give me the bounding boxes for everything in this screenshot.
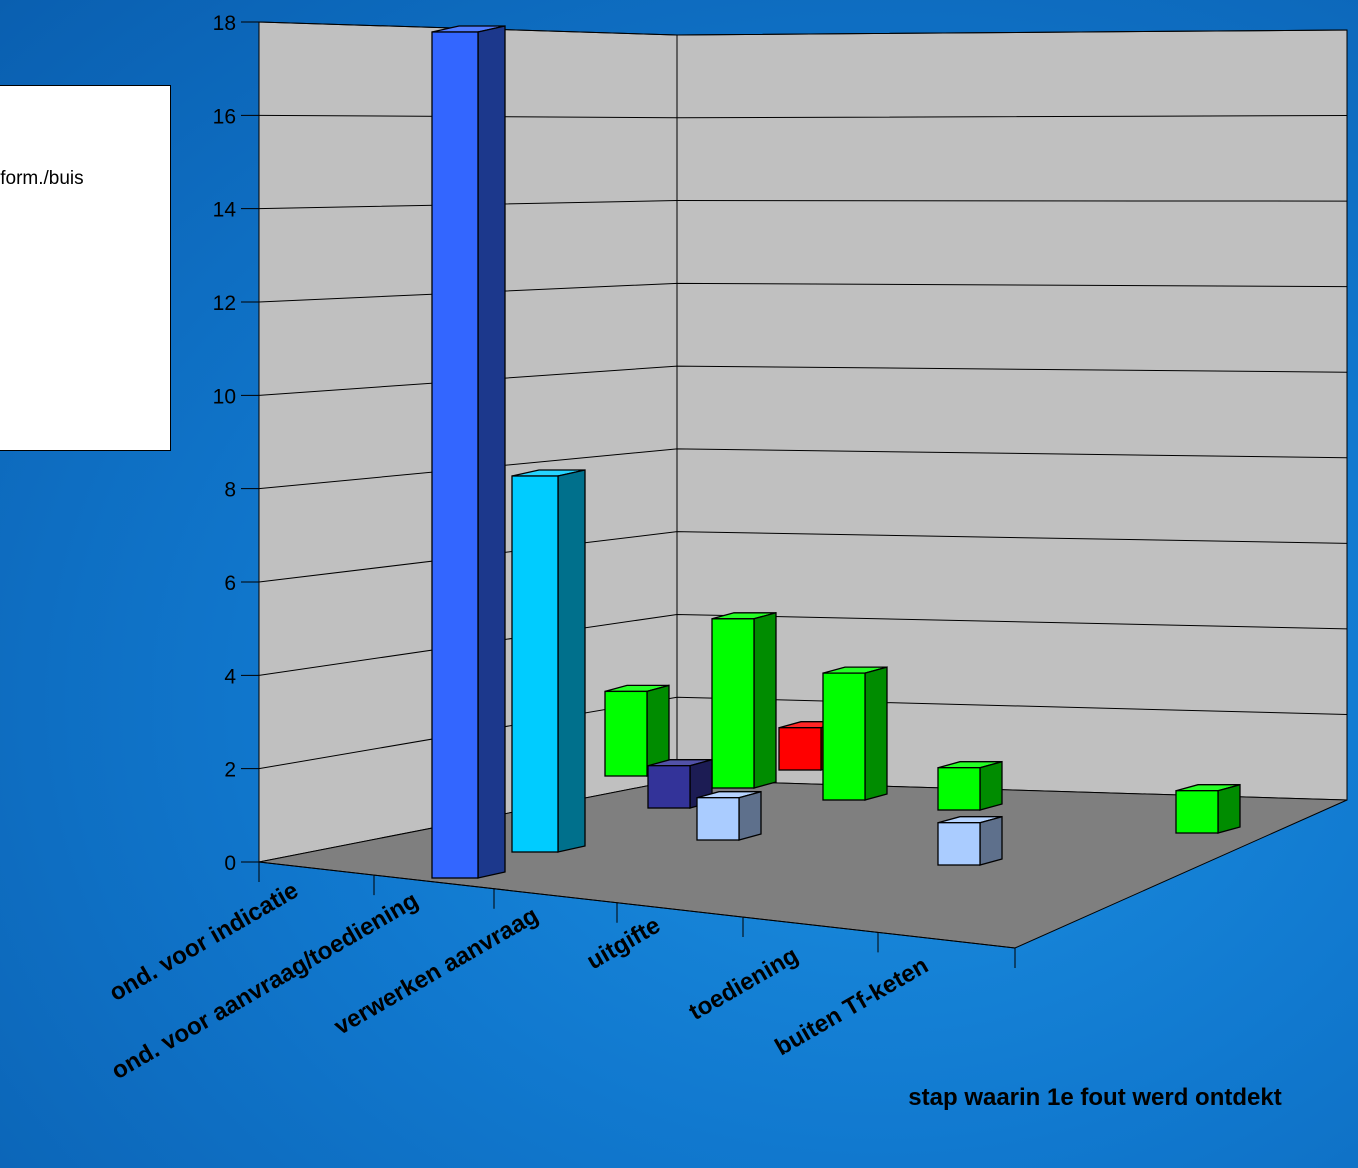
bar-front: [431, 31, 479, 879]
chart-legend: indicatie aanvraagform./buis: [0, 85, 171, 451]
bar-side: [864, 666, 888, 801]
gridline: [258, 21, 1348, 36]
legend-item: aanvraagform./buis: [0, 168, 84, 189]
y-tick-label: 2: [224, 759, 236, 782]
bar-front: [604, 690, 648, 777]
y-tick-label: 0: [224, 852, 236, 875]
bar-side: [557, 469, 586, 853]
bar: [431, 25, 506, 879]
bar-front: [711, 618, 755, 789]
y-tick-label: 4: [224, 665, 236, 688]
x-axis-line: [258, 861, 1016, 949]
bar: [822, 666, 888, 801]
y-tick-label: 6: [224, 572, 236, 595]
gridline: [258, 531, 1348, 583]
bar: [511, 469, 586, 853]
gridline: [258, 696, 1348, 770]
gridline: [258, 282, 1348, 303]
y-tick-label: 10: [213, 385, 236, 408]
bar-front: [511, 475, 559, 853]
bar-front: [937, 822, 981, 866]
gridline: [258, 613, 1348, 676]
gridline: [258, 200, 1348, 210]
bar-front: [937, 767, 981, 811]
bar-side: [477, 25, 506, 879]
gridlines: [258, 21, 1348, 770]
y-axis: 0 2 4 6 8 10 12 14 16 18: [213, 12, 259, 875]
bar-front: [647, 765, 691, 809]
gridline: [258, 448, 1348, 490]
bar: [937, 815, 1003, 866]
bar-side: [1217, 783, 1241, 834]
y-tick-label: 12: [213, 292, 236, 315]
bars: [431, 25, 1241, 879]
bar: [937, 760, 1003, 811]
bar-front: [778, 727, 822, 771]
bar-front: [696, 797, 740, 841]
x-axis-title: stap waarin 1e fout werd ontdekt: [908, 1084, 1281, 1111]
bar-front: [822, 672, 866, 801]
x-tick-label: toediening: [684, 942, 803, 1026]
bar-side: [979, 815, 1003, 866]
x-tick-label: uitgifte: [582, 912, 665, 975]
y-tick-label: 8: [224, 479, 236, 502]
gridline: [258, 114, 1348, 119]
bar: [711, 611, 777, 789]
y-tick-label: 16: [213, 105, 236, 128]
y-tick-label: 14: [213, 199, 237, 222]
y-tick-label: 18: [213, 12, 236, 35]
gridline: [258, 365, 1348, 396]
back-wall: [676, 29, 1348, 801]
bar: [696, 790, 762, 841]
bar-front: [1175, 790, 1219, 834]
bar: [1175, 783, 1241, 834]
bar-side: [738, 790, 762, 841]
bar: [604, 684, 670, 777]
bar-side: [753, 611, 777, 789]
bar-side: [979, 760, 1003, 811]
